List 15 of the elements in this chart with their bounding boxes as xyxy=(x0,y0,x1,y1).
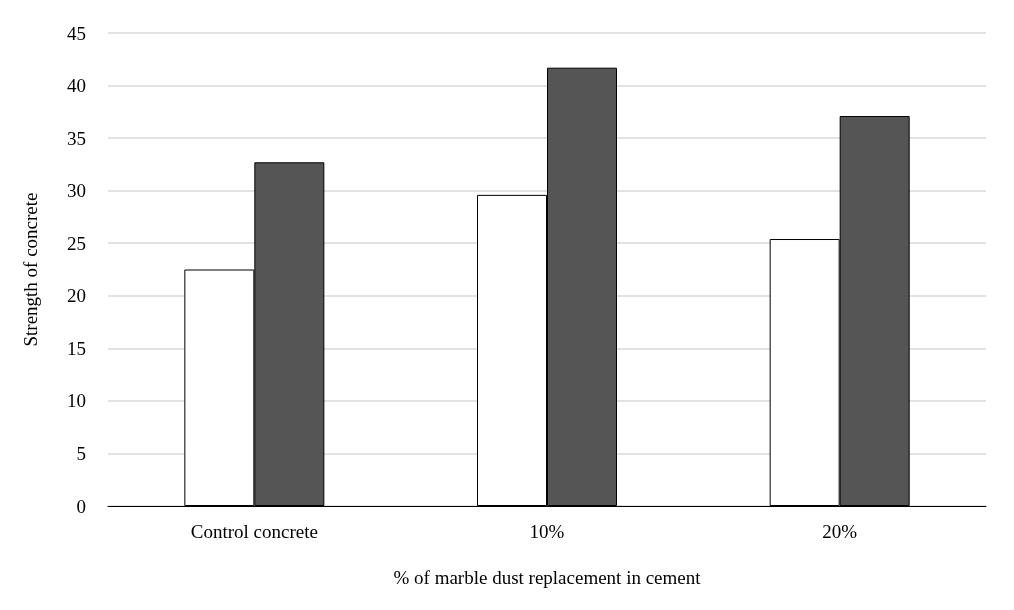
y-tick-label: 25 xyxy=(67,232,86,254)
x-tick-label: 10% xyxy=(529,521,565,542)
x-axis-title: % of marble dust replacement in cement xyxy=(393,567,702,588)
y-tick-label: 40 xyxy=(67,75,86,97)
y-tick-label: 5 xyxy=(76,442,86,464)
y-tick-label: 0 xyxy=(76,495,86,517)
y-tick-label: 30 xyxy=(67,180,86,202)
y-tick-label: 15 xyxy=(67,337,86,359)
x-tick-label: 20% xyxy=(822,521,858,542)
y-tick-label: 20 xyxy=(67,285,86,307)
y-tick-label: 35 xyxy=(67,127,86,149)
y-axis-title: Strength of concrete xyxy=(20,192,41,347)
x-tick-label: Control concrete xyxy=(190,521,318,542)
y-tick-label: 45 xyxy=(67,22,86,44)
y-tick-label: 10 xyxy=(67,390,86,412)
